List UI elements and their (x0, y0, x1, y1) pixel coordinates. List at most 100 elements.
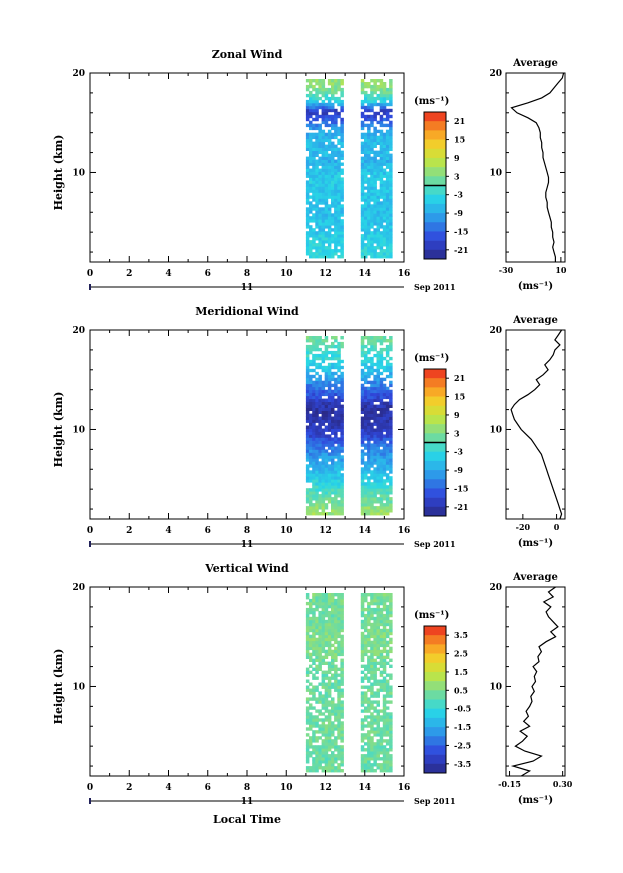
heatmap-cell (385, 347, 390, 352)
heatmap-cell (376, 715, 380, 719)
heatmap-cell (337, 410, 341, 414)
heatmap-cell (327, 425, 332, 429)
heatmap-cell (305, 643, 310, 648)
heatmap-cell (321, 455, 326, 459)
heatmap-cell (389, 141, 393, 145)
heatmap-cell (331, 613, 335, 618)
heatmap-cell (364, 410, 368, 414)
heatmap-cell (379, 494, 384, 498)
heatmap-cell (318, 353, 322, 358)
heatmap-cell (382, 658, 387, 662)
heatmap-cell (370, 207, 374, 211)
heatmap-cell (305, 374, 310, 379)
heatmap-cell (315, 79, 319, 83)
heatmap-cell (337, 455, 341, 459)
heatmap-cell (367, 392, 371, 397)
heatmap-cell (309, 509, 313, 513)
heatmap-cell (360, 748, 365, 752)
heatmap-cell (340, 739, 344, 743)
heatmap-cell (382, 661, 387, 665)
heatmap-cell (364, 694, 368, 698)
heatmap-cell (385, 216, 390, 220)
heatmap-cell (327, 467, 332, 471)
heatmap-cell (382, 703, 387, 707)
heatmap-cell (379, 356, 384, 361)
heatmap-cell (379, 422, 384, 426)
heatmap-cell (379, 141, 384, 145)
heatmap-cell (337, 688, 341, 692)
heatmap-cell (364, 117, 368, 122)
heatmap-cell (379, 652, 384, 657)
heatmap-cell (331, 760, 335, 764)
heatmap-cell (373, 730, 377, 734)
heatmap-cell (331, 82, 335, 86)
heatmap-cell (373, 509, 377, 513)
heatmap-cell (321, 150, 326, 154)
heatmap-cell (309, 619, 313, 624)
heatmap-cell (305, 616, 310, 621)
heatmap-cell (327, 389, 332, 394)
heatmap-cell (309, 718, 313, 722)
heatmap-cell (370, 401, 374, 405)
heatmap-cell (373, 410, 377, 414)
heatmap-cell (370, 240, 374, 244)
heatmap-cell (334, 736, 338, 740)
heatmap-cell (318, 437, 322, 441)
heatmap-cell (360, 347, 365, 352)
heatmap-cell (379, 500, 384, 504)
heatmap-cell (321, 643, 326, 648)
heatmap-cell (324, 180, 329, 184)
heatmap-cell (340, 751, 344, 755)
heatmap-cell (321, 461, 326, 465)
heatmap-cell (379, 138, 384, 143)
heatmap-cell (364, 219, 368, 223)
heatmap-cell (364, 628, 368, 633)
heatmap-cell (321, 174, 326, 178)
heatmap-cell (367, 407, 371, 411)
heatmap-cell (305, 168, 310, 172)
heatmap-cell (327, 213, 332, 217)
heatmap-cell (382, 715, 387, 719)
heatmap-cell (376, 225, 380, 229)
heatmap-cell (309, 132, 313, 137)
heatmap-cell (315, 464, 319, 468)
heatmap-cell (364, 407, 368, 411)
heatmap-cell (379, 120, 384, 125)
heatmap-cell (312, 688, 316, 692)
heatmap-cell (379, 739, 384, 743)
heatmap-cell (324, 371, 329, 376)
heatmap-cell (324, 506, 329, 510)
heatmap-cell (312, 395, 316, 400)
heatmap-cell (370, 593, 374, 597)
heatmap-cell (389, 622, 393, 627)
heatmap-cell (379, 742, 384, 746)
heatmap-cell (340, 709, 344, 713)
heatmap-cell (373, 419, 377, 423)
heatmap-cell (370, 84, 374, 89)
heatmap-cell (367, 210, 371, 214)
heatmap-cell (309, 82, 313, 86)
heatmap-cell (360, 237, 365, 241)
heatmap-cell (334, 652, 338, 657)
heatmap-cell (376, 643, 380, 648)
heatmap-cell (360, 610, 365, 615)
heatmap-cell (318, 96, 322, 101)
heatmap-cell (367, 482, 371, 486)
heatmap-cell (373, 646, 377, 651)
heatmap-cell (373, 482, 377, 486)
heatmap-cell (340, 168, 344, 172)
heatmap-cell (327, 446, 332, 450)
heatmap-cell (327, 739, 332, 743)
heatmap-cell (376, 371, 380, 376)
heatmap-cell (385, 506, 390, 510)
heatmap-cell (334, 153, 338, 157)
heatmap-cell (309, 739, 313, 743)
heatmap-cell (389, 673, 393, 677)
heatmap-cell (309, 452, 313, 456)
heatmap-cell (327, 159, 332, 163)
heatmap-cell (379, 159, 384, 163)
heatmap-cell (321, 440, 326, 444)
heatmap-cell (305, 452, 310, 456)
x-tick-label: 10 (280, 269, 293, 279)
